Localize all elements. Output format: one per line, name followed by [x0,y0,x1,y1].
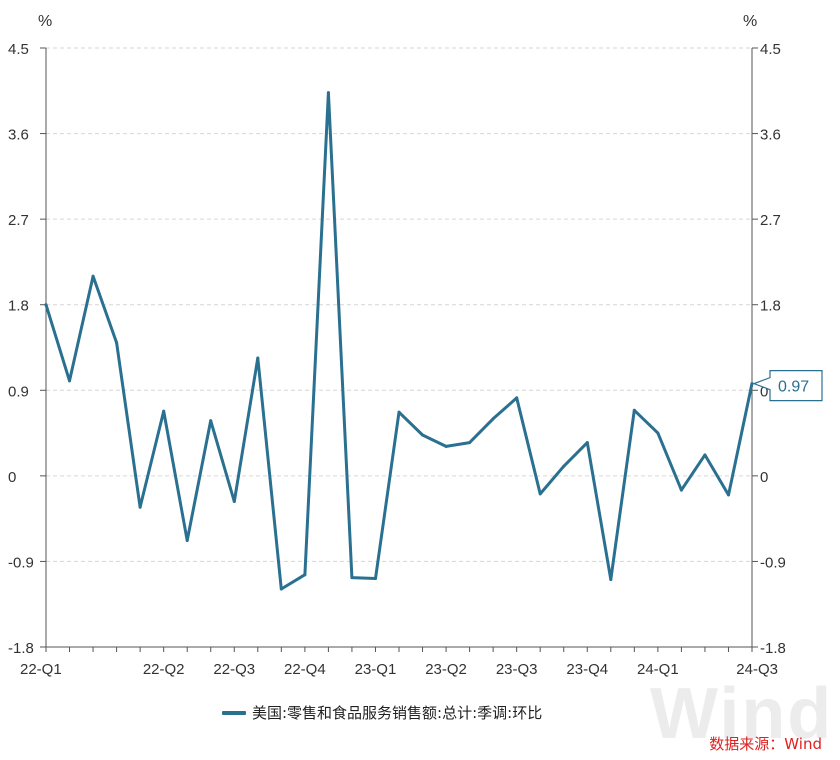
x-tick-label: 23-Q2 [425,661,467,678]
data-point [68,379,72,383]
data-point [397,410,401,414]
data-point [703,453,707,457]
x-tick-label: 23-Q3 [496,661,538,678]
y-tick-label-left: -0.9 [8,554,34,571]
data-point [373,577,377,581]
y-axis-right-unit: % [743,13,757,30]
legend-swatch [222,710,246,715]
data-point [538,492,542,496]
data-point [679,488,683,492]
x-tick-label: 22-Q2 [143,661,185,678]
y-axis-right-ticks: 4.53.62.71.80.90-0.9-1.8 [752,41,786,657]
x-tick-label: 22-Q1 [20,661,62,678]
data-point [726,493,730,497]
gridlines [46,47,752,562]
data-point [562,464,566,468]
x-tick-label: 22-Q4 [284,661,326,678]
y-tick-label-right: -0.9 [760,554,786,571]
last-value-callout: 0.97 [752,370,823,402]
y-tick-label-right: 4.5 [760,41,781,58]
data-point [656,431,660,435]
series-layer [44,91,754,591]
data-point [632,408,636,412]
y-tick-label-left: 0 [8,469,16,486]
data-point [585,441,589,445]
y-tick-label-right: 3.6 [760,127,781,144]
y-tick-label-left: 0.9 [8,383,29,400]
y-tick-label-left: 2.7 [8,212,29,229]
data-point [350,576,354,580]
data-point [279,587,283,591]
x-axis-ticks: 22-Q1 22-Q2 22-Q3 22-Q4 23-Q1 23-Q2 23-Q3 23-Q4… [20,647,778,678]
y-axis-left-unit: % [38,13,52,30]
data-point [232,500,236,504]
data-point [138,505,142,509]
y-tick-label-left: 1.8 [8,298,29,315]
y-axis-left-ticks: 4.5 3.6 2.7 1.8 0.9 0 -0.9 -1.8 [8,41,46,657]
legend-label: 美国:零售和食品服务销售额:总计:季调:环比 [252,704,543,722]
y-tick-label-left: -1.8 [8,640,34,657]
data-point [185,539,189,543]
data-point [303,573,307,577]
last-value-label: 0.97 [778,379,809,396]
y-tick-label-right: 1.8 [760,298,781,315]
y-tick-label-right: 0 [760,469,768,486]
data-point [491,417,495,421]
x-tick-label: 22-Q3 [213,661,255,678]
legend[interactable]: 美国:零售和食品服务销售额:总计:季调:环比 [222,702,542,723]
watermark-logo: Wind [650,674,834,754]
data-point [209,419,213,423]
data-point [515,396,519,400]
data-point [750,382,754,386]
data-point [162,409,166,413]
data-point [444,444,448,448]
series-line [44,91,754,591]
y-tick-label-left: 4.5 [8,41,29,58]
data-point [468,441,472,445]
data-point [256,356,260,360]
data-point [91,274,95,278]
data-point [115,341,119,345]
data-point [421,433,425,437]
data-point [326,91,330,95]
y-tick-label-left: 3.6 [8,127,29,144]
data-point [44,303,48,307]
y-tick-label-right: -1.8 [760,640,786,657]
last-value-callout-box [752,370,823,402]
x-tick-label: 23-Q4 [566,661,608,678]
data-point [609,577,613,581]
axes [45,48,753,648]
x-tick-label: 23-Q1 [355,661,397,678]
x-tick-label: 24-Q3 [736,661,778,678]
x-tick-label: 24-Q1 [637,661,679,678]
y-tick-label-right: 2.7 [760,212,781,229]
data-source: 数据来源：Wind [709,735,822,753]
